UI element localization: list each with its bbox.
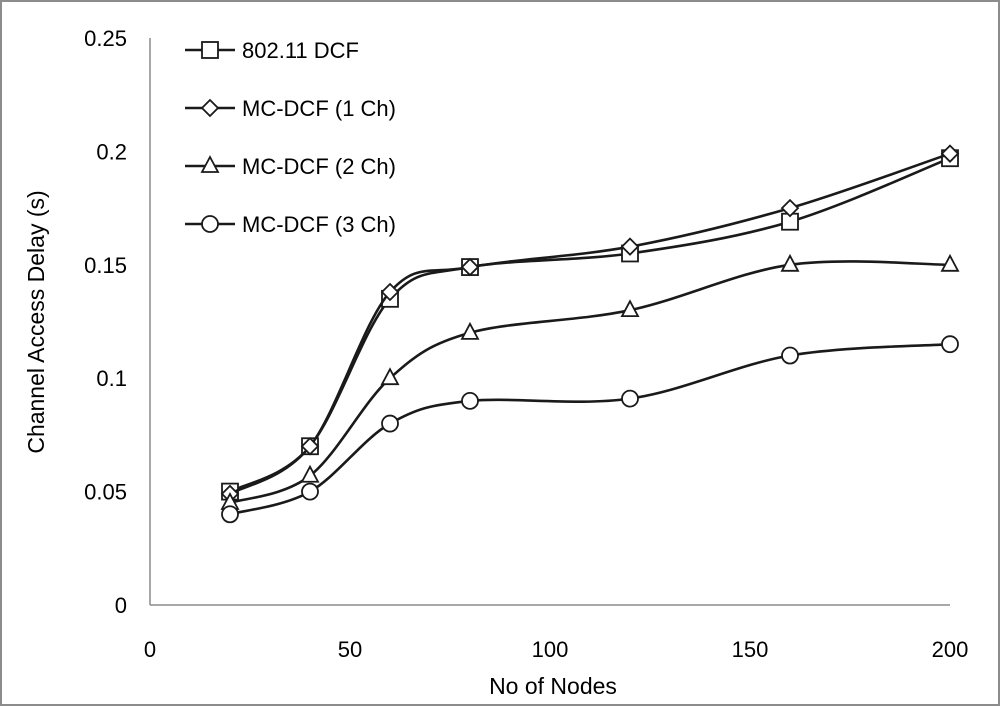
legend-entry: MC-DCF (2 Ch) [185,154,396,179]
x-tick-label: 100 [532,637,569,662]
data-point-diamond [940,144,960,163]
tick-labels: 0 0.05 0.1 0.15 0.2 0.25 0 50 100 150 200 [84,26,968,662]
data-point-circle [381,414,399,433]
data-point-circle [221,505,239,524]
y-axis-title: Channel Access Delay (s) [23,190,49,453]
data-point-triangle [780,253,800,272]
data-point-diamond [300,436,320,456]
legend-entry: MC-DCF (1 Ch) [185,96,396,121]
data-point-triangle [940,253,960,272]
data-point-diamond [380,282,400,302]
x-tick-label: 200 [932,637,969,662]
x-axis-title: No of Nodes [489,673,617,699]
data-point-diamond [620,237,640,256]
legend-label: MC-DCF (2 Ch) [242,154,396,179]
data-point-diamond [780,198,800,218]
series-line [229,156,951,493]
data-point-circle [621,389,639,408]
data-point-diamond [460,257,480,277]
data-point-circle [941,335,959,354]
data-point-triangle [460,321,480,340]
data-point-square [201,41,219,59]
series-line [229,260,951,505]
y-tick-label: 0.15 [84,253,127,278]
series-mc-dcf-1-ch [220,144,960,504]
series-mc-dcf-3-ch [221,335,959,524]
y-tick-label: 0.1 [96,366,127,391]
y-tick-label: 0.05 [84,480,127,505]
data-point-triangle [300,464,320,483]
series-mc-dcf-2-ch [220,253,960,510]
legend-label: MC-DCF (3 Ch) [242,212,396,237]
data-point-circle [781,346,799,365]
x-tick-label: 0 [144,637,156,662]
x-tick-label: 150 [732,637,769,662]
data-point-circle [201,215,219,233]
series-802-11-dcf [221,149,959,501]
data-point-triangle [620,299,640,318]
data-point-circle [301,482,319,501]
axes [149,38,950,606]
series-group [220,144,960,524]
legend-entry: 802.11 DCF [185,38,359,63]
y-tick-label: 0 [115,593,127,618]
legend: 802.11 DCF MC-DCF (1 Ch) MC-DCF (2 Ch) MC-D… [185,38,396,237]
series-line [229,342,951,516]
legend-label: 802.11 DCF [242,38,359,63]
legend-label: MC-DCF (1 Ch) [242,96,396,121]
data-point-triangle [380,367,400,386]
x-tick-label: 50 [338,637,362,662]
y-tick-label: 0.2 [96,139,127,164]
series-line [229,152,951,496]
data-point-circle [461,391,479,410]
data-point-diamond [200,98,220,118]
data-point-triangle [200,155,220,173]
legend-entry: MC-DCF (3 Ch) [185,212,396,237]
y-tick-label: 0.25 [84,26,127,51]
